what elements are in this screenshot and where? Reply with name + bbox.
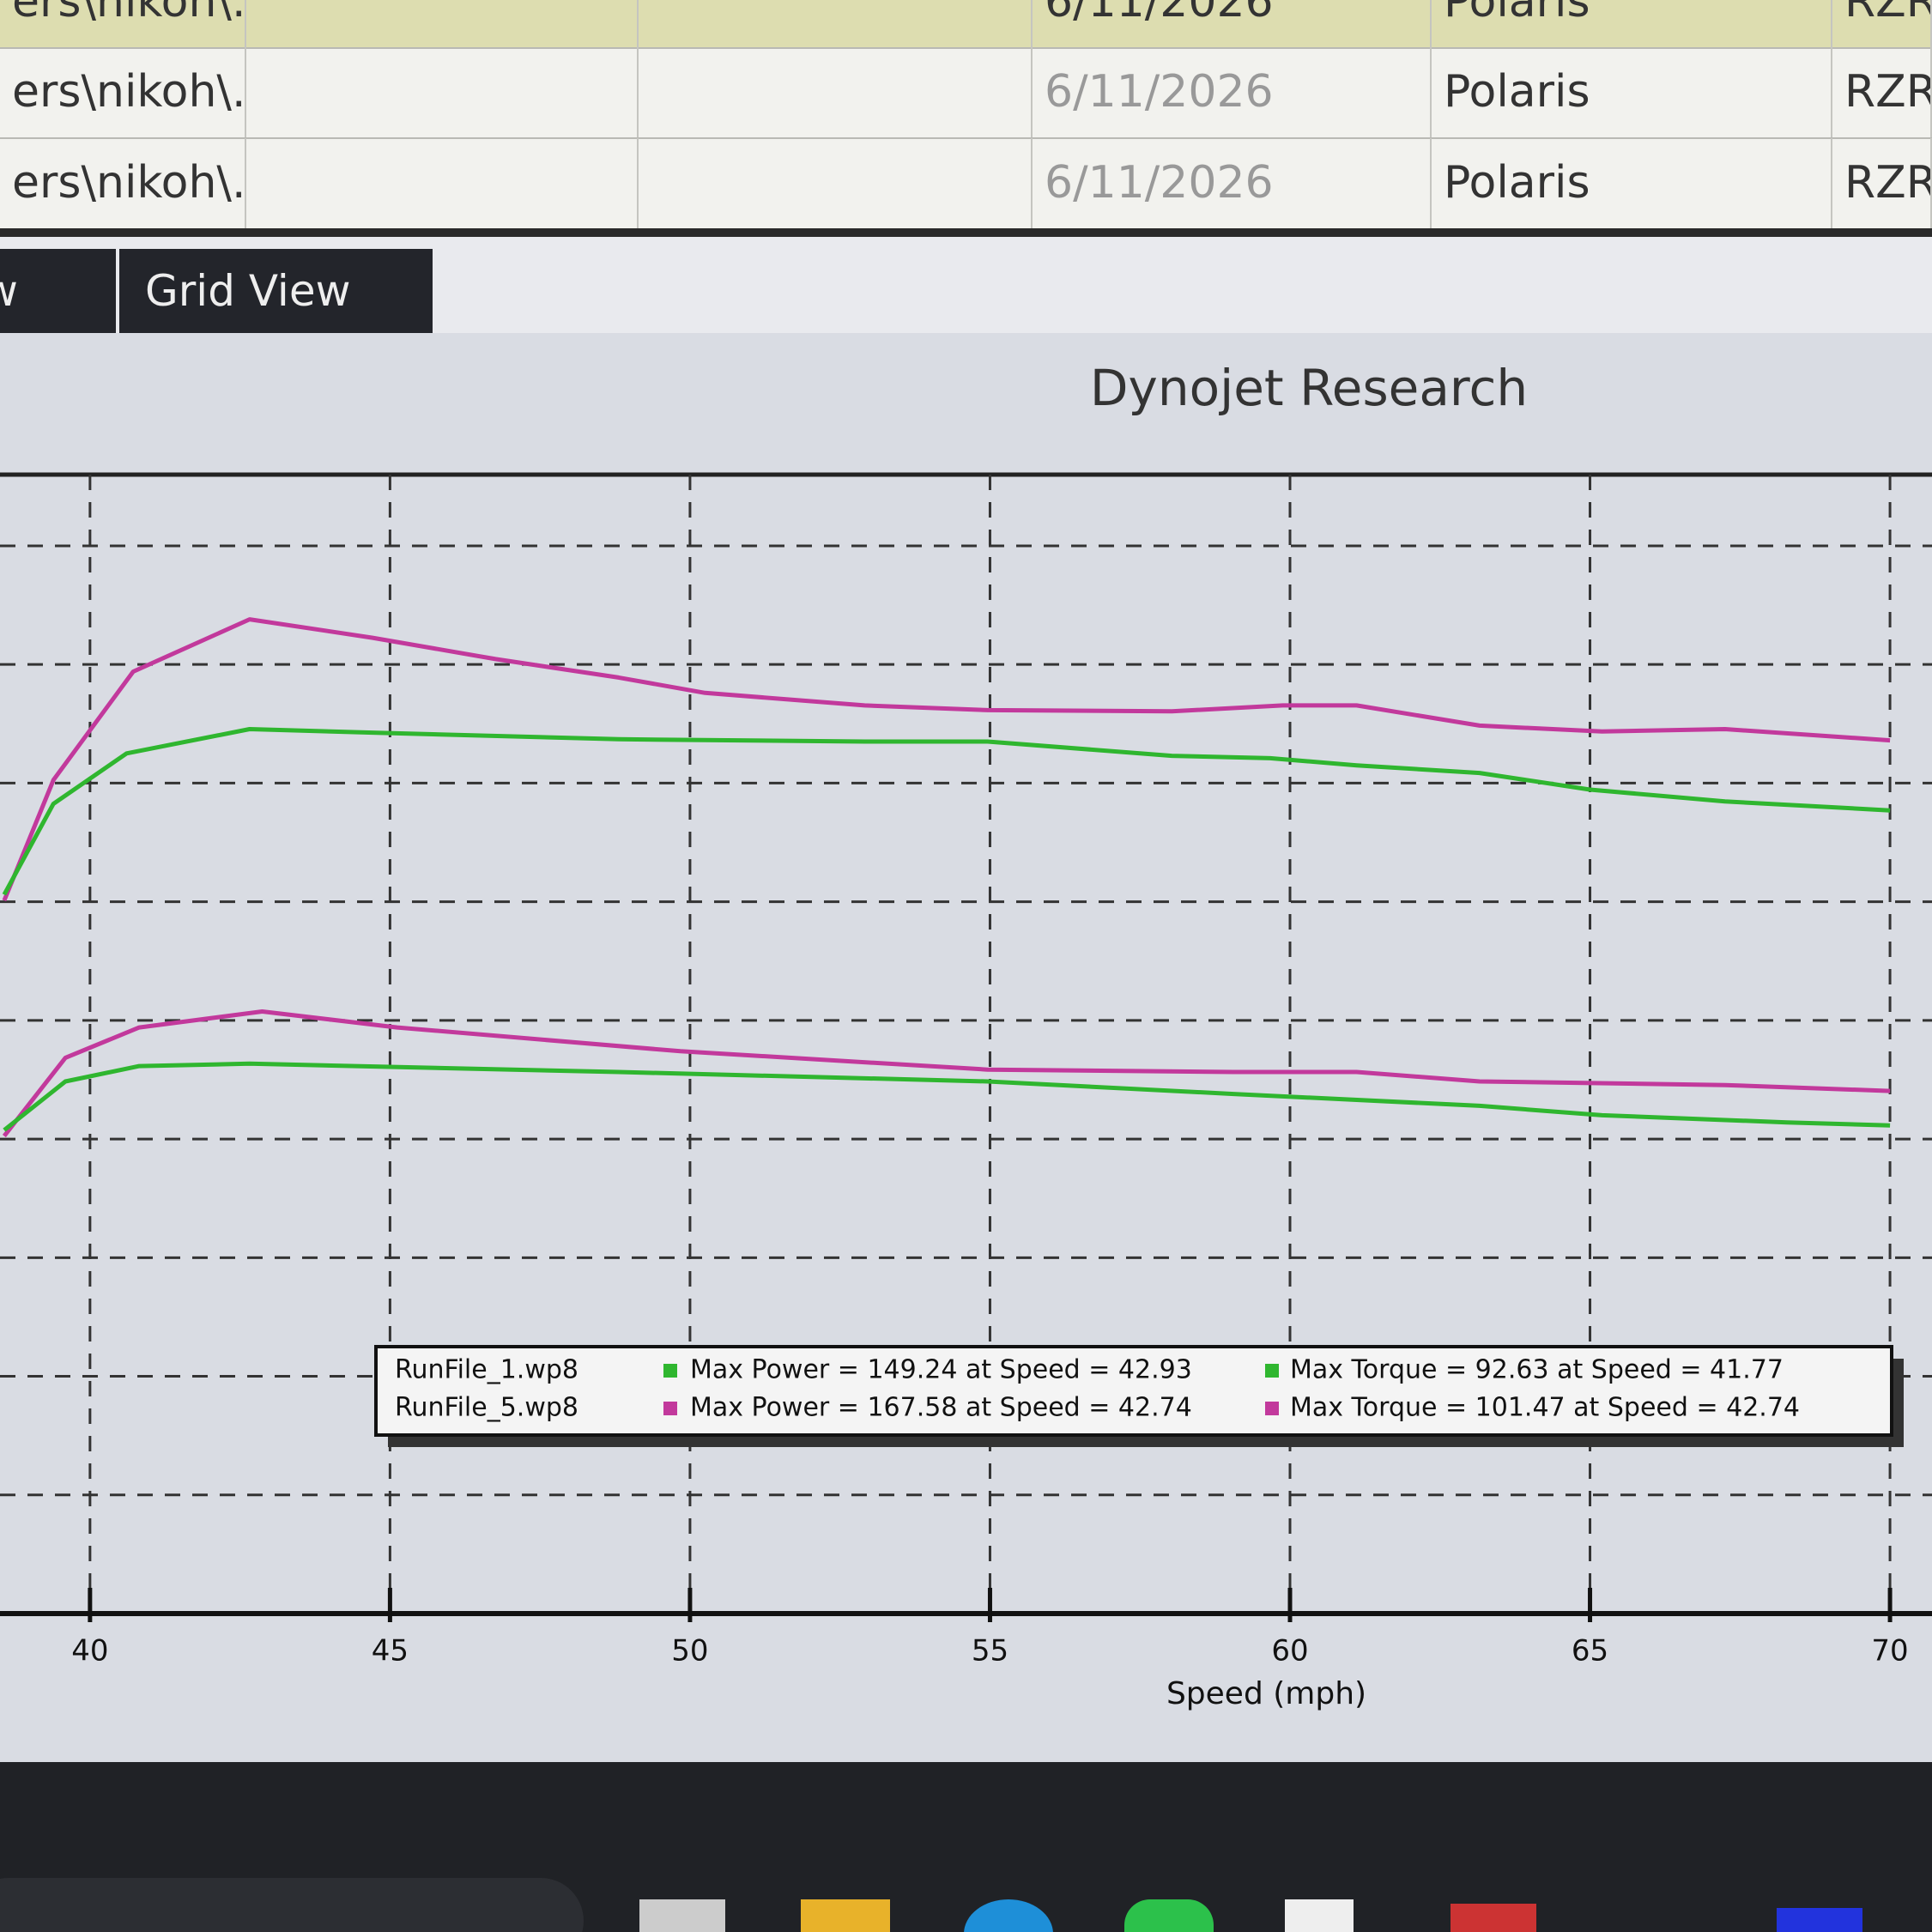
legend-box (374, 1345, 1893, 1437)
cell (246, 0, 639, 47)
cell (246, 138, 639, 228)
app-icon[interactable] (1777, 1908, 1862, 1932)
app-icon[interactable] (1451, 1904, 1536, 1932)
x-tick-label: 70 (1871, 1634, 1908, 1669)
series-line (2, 727, 1891, 896)
chart-title: Dynojet Research (1090, 359, 1528, 417)
x-tick-label: 45 (372, 1634, 409, 1669)
series-line (2, 617, 1891, 902)
x-tick-label: 50 (671, 1634, 708, 1669)
cell: RZR (1832, 138, 1932, 228)
legend-swatch (663, 1402, 677, 1415)
app-icon[interactable] (964, 1899, 1053, 1932)
app-icon[interactable] (639, 1899, 725, 1932)
chart-panel: Dynojet Research 40 45 50 55 60 65 70 Speed (mp… (0, 333, 1932, 1762)
series-line (2, 1009, 1891, 1138)
cell: Polaris (1432, 0, 1832, 47)
cell (639, 47, 1033, 137)
cell: 6/11/2026 (1033, 47, 1432, 137)
series-line (3, 1061, 1891, 1132)
x-tick-label: 65 (1572, 1634, 1608, 1669)
cell: Polaris (1432, 138, 1832, 228)
tab-bar: w Grid View (0, 228, 1932, 333)
cell: ers\nikon\... (0, 0, 246, 47)
taskbar: rch (0, 1762, 1932, 1932)
legend-torque: Max Torque = 92.63 at Speed = 41.77 (1290, 1355, 1784, 1385)
legend-power: Max Power = 167.58 at Speed = 42.74 (690, 1393, 1192, 1423)
table-row[interactable]: ers\nikoh\... 6/11/2026 Polaris RZR (0, 138, 1932, 230)
table-row[interactable]: ers\nikoh\... 6/11/2026 Polaris RZR (0, 47, 1932, 139)
x-tick-label: 40 (71, 1634, 108, 1669)
cell: Polaris (1432, 47, 1832, 137)
chart: Dynojet Research 40 45 50 55 60 65 70 Speed (mp… (0, 359, 1932, 1711)
cell: RZR (1832, 47, 1932, 137)
x-tick-label: 60 (1271, 1634, 1308, 1669)
file-table: ers\nikon\... 6/11/2026 Polaris RZR ers\… (0, 0, 1932, 230)
legend-swatch (1265, 1364, 1279, 1378)
cell: ers\nikoh\... (0, 138, 246, 228)
cell: RZR (1832, 0, 1932, 47)
app-icon[interactable] (801, 1899, 890, 1932)
legend-file: RunFile_1.wp8 (395, 1355, 578, 1385)
cell (639, 138, 1033, 228)
cell (246, 47, 639, 137)
app-icon[interactable] (1285, 1899, 1354, 1932)
legend-power: Max Power = 149.24 at Speed = 42.93 (690, 1355, 1192, 1385)
table-row[interactable]: ers\nikon\... 6/11/2026 Polaris RZR (0, 0, 1932, 49)
tab[interactable]: Grid View (119, 249, 433, 333)
search-box[interactable]: rch (0, 1878, 584, 1932)
tab[interactable]: w (0, 249, 116, 333)
legend-file: RunFile_5.wp8 (395, 1393, 578, 1423)
x-tick-label: 55 (972, 1634, 1008, 1669)
legend-swatch (1265, 1402, 1279, 1415)
cell: 6/11/2026 (1033, 0, 1432, 47)
x-axis-label: Speed (mph) (1166, 1676, 1366, 1711)
app-icon[interactable] (1124, 1899, 1214, 1932)
cell: 6/11/2026 (1033, 138, 1432, 228)
cell (639, 0, 1033, 47)
cell: ers\nikoh\... (0, 47, 246, 137)
legend-torque: Max Torque = 101.47 at Speed = 42.74 (1290, 1393, 1800, 1423)
legend-swatch (663, 1364, 677, 1378)
